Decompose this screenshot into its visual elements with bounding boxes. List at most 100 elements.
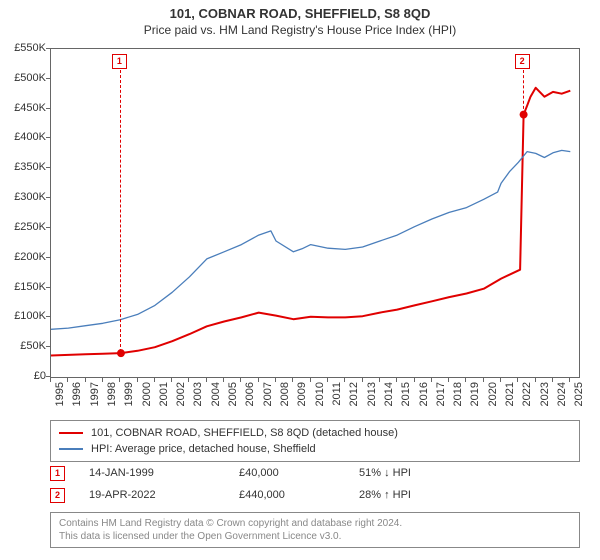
y-tick-mark xyxy=(46,197,50,198)
x-tick-mark xyxy=(292,378,293,382)
y-tick-mark xyxy=(46,167,50,168)
x-tick-label: 1996 xyxy=(71,382,83,406)
x-tick-label: 2022 xyxy=(521,382,533,406)
x-tick-mark xyxy=(275,378,276,382)
x-tick-mark xyxy=(310,378,311,382)
x-tick-mark xyxy=(154,378,155,382)
y-tick-label: £150K xyxy=(2,281,46,293)
chart-container: 101, COBNAR ROAD, SHEFFIELD, S8 8QD Pric… xyxy=(0,0,600,560)
attribution-footer: Contains HM Land Registry data © Crown c… xyxy=(50,512,580,548)
x-tick-label: 2002 xyxy=(175,382,187,406)
x-tick-label: 2024 xyxy=(556,382,568,406)
x-tick-label: 2006 xyxy=(244,382,256,406)
x-tick-label: 2000 xyxy=(141,382,153,406)
legend-label: HPI: Average price, detached house, Shef… xyxy=(91,441,316,457)
sales-table: 114-JAN-1999£40,00051% ↓ HPI 2 19-APR-2022… xyxy=(50,462,580,506)
x-tick-label: 2023 xyxy=(539,382,551,406)
x-tick-mark xyxy=(188,378,189,382)
x-tick-label: 2017 xyxy=(435,382,447,406)
x-tick-label: 1999 xyxy=(123,382,135,406)
x-tick-mark xyxy=(137,378,138,382)
y-tick-mark xyxy=(46,376,50,377)
x-tick-label: 2005 xyxy=(227,382,239,406)
chart-title: 101, COBNAR ROAD, SHEFFIELD, S8 8QD xyxy=(0,0,600,21)
y-tick-mark xyxy=(46,137,50,138)
legend-item: HPI: Average price, detached house, Shef… xyxy=(59,441,571,457)
sale-marker-line xyxy=(120,70,121,352)
x-tick-mark xyxy=(327,378,328,382)
x-tick-mark xyxy=(448,378,449,382)
x-tick-mark xyxy=(569,378,570,382)
y-tick-label: £550K xyxy=(2,42,46,54)
sale-marker-badge: 1 xyxy=(112,54,127,69)
x-tick-label: 2009 xyxy=(296,382,308,406)
plot-area xyxy=(50,48,580,378)
sale-vs-hpi: 51% ↓ HPI xyxy=(359,467,479,479)
x-tick-label: 2007 xyxy=(262,382,274,406)
x-tick-mark xyxy=(500,378,501,382)
y-tick-label: £200K xyxy=(2,251,46,263)
legend-swatch xyxy=(59,448,83,450)
sale-marker-line xyxy=(523,70,524,114)
x-tick-mark xyxy=(483,378,484,382)
x-tick-label: 2016 xyxy=(418,382,430,406)
x-tick-label: 2001 xyxy=(158,382,170,406)
y-tick-label: £450K xyxy=(2,102,46,114)
x-tick-mark xyxy=(119,378,120,382)
sale-row-badge: 2 xyxy=(50,488,65,503)
y-tick-mark xyxy=(46,316,50,317)
x-tick-label: 2008 xyxy=(279,382,291,406)
y-tick-mark xyxy=(46,108,50,109)
series-hpi xyxy=(51,150,570,329)
x-tick-label: 2018 xyxy=(452,382,464,406)
x-tick-label: 2003 xyxy=(192,382,204,406)
x-tick-label: 1998 xyxy=(106,382,118,406)
y-tick-mark xyxy=(46,257,50,258)
legend-item: 101, COBNAR ROAD, SHEFFIELD, S8 8QD (det… xyxy=(59,425,571,441)
x-tick-label: 2015 xyxy=(400,382,412,406)
footer-line-1: Contains HM Land Registry data © Crown c… xyxy=(59,517,571,530)
footer-line-2: This data is licensed under the Open Gov… xyxy=(59,530,571,543)
sale-row: 114-JAN-1999£40,00051% ↓ HPI xyxy=(50,462,580,484)
legend-swatch xyxy=(59,432,83,434)
y-tick-mark xyxy=(46,287,50,288)
x-tick-label: 2010 xyxy=(314,382,326,406)
x-tick-mark xyxy=(85,378,86,382)
y-tick-label: £500K xyxy=(2,72,46,84)
x-tick-mark xyxy=(517,378,518,382)
x-tick-label: 2020 xyxy=(487,382,499,406)
x-tick-mark xyxy=(535,378,536,382)
x-tick-mark xyxy=(258,378,259,382)
sale-date: 19-APR-2022 xyxy=(89,489,239,501)
series-price_paid xyxy=(51,88,570,356)
y-tick-mark xyxy=(46,78,50,79)
x-tick-mark xyxy=(67,378,68,382)
x-tick-label: 2011 xyxy=(331,382,343,406)
sale-price: £440,000 xyxy=(239,489,359,501)
y-tick-mark xyxy=(46,346,50,347)
y-tick-label: £50K xyxy=(2,340,46,352)
x-tick-mark xyxy=(206,378,207,382)
chart-subtitle: Price paid vs. HM Land Registry's House … xyxy=(0,21,600,41)
x-tick-label: 1997 xyxy=(89,382,101,406)
x-tick-mark xyxy=(379,378,380,382)
x-tick-mark xyxy=(465,378,466,382)
y-tick-label: £250K xyxy=(2,221,46,233)
sale-price: £40,000 xyxy=(239,467,359,479)
x-tick-mark xyxy=(171,378,172,382)
x-tick-label: 2004 xyxy=(210,382,222,406)
x-tick-label: 2013 xyxy=(366,382,378,406)
x-tick-mark xyxy=(431,378,432,382)
x-tick-label: 2012 xyxy=(348,382,360,406)
x-tick-label: 2019 xyxy=(469,382,481,406)
x-tick-mark xyxy=(344,378,345,382)
x-tick-mark xyxy=(50,378,51,382)
x-tick-mark xyxy=(414,378,415,382)
y-tick-label: £400K xyxy=(2,131,46,143)
x-tick-mark xyxy=(240,378,241,382)
y-tick-mark xyxy=(46,227,50,228)
plot-svg xyxy=(51,49,579,377)
x-tick-mark xyxy=(223,378,224,382)
sale-marker-badge: 2 xyxy=(515,54,530,69)
y-tick-label: £100K xyxy=(2,310,46,322)
